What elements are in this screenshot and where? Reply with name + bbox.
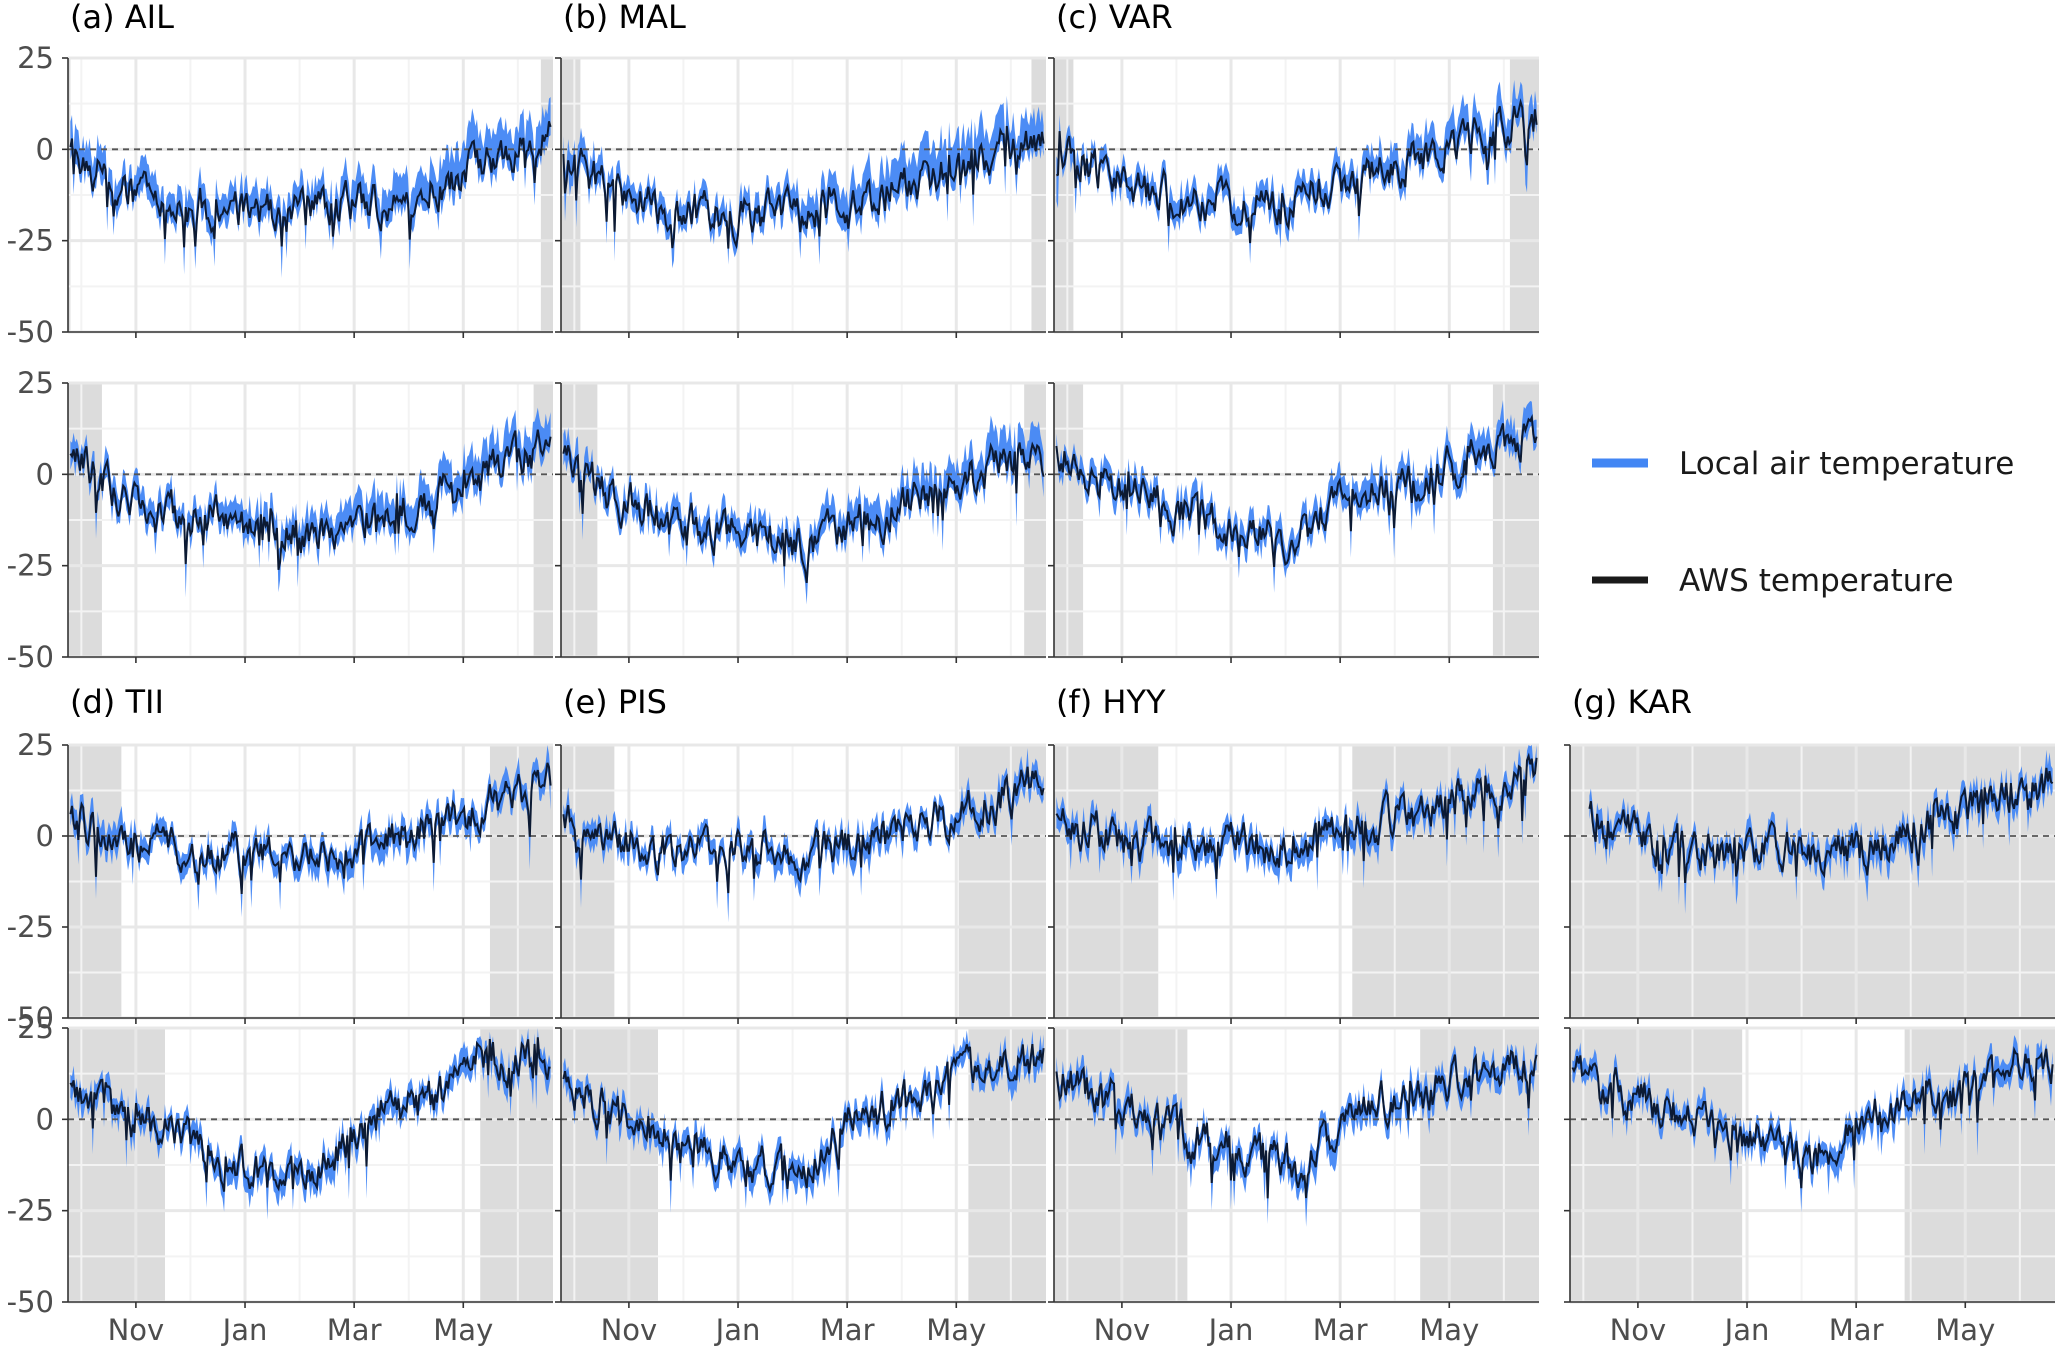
series-local-air-temperature xyxy=(1589,749,2053,914)
y-tick-label: 25 xyxy=(17,1011,54,1045)
series-aws-temperature xyxy=(562,441,1045,584)
series-aws-temperature xyxy=(1571,1046,2054,1189)
y-tick-label: 0 xyxy=(36,819,54,853)
y-tick-label: -25 xyxy=(7,910,54,944)
x-tick-label: Mar xyxy=(1829,1313,1884,1347)
series-aws-temperature xyxy=(69,762,552,894)
x-tick-label: Mar xyxy=(327,1313,382,1347)
subplot-top xyxy=(1564,743,2055,1024)
y-tick-label: -50 xyxy=(7,1285,54,1319)
subplot-bottom: Nov Jan Mar May xyxy=(1564,1026,2055,1347)
x-tick-label: Jan xyxy=(221,1313,268,1347)
series-local-air-temperature xyxy=(1056,79,1537,264)
series-aws-temperature xyxy=(562,1043,1045,1195)
y-tick-label: 0 xyxy=(36,132,54,166)
x-tick-label: Mar xyxy=(1313,1313,1368,1347)
series-aws-temperature xyxy=(1055,414,1538,567)
y-tick-label: -25 xyxy=(7,1194,54,1228)
series-local-air-temperature xyxy=(563,95,1044,269)
panel-title: (a) AIL xyxy=(70,0,174,36)
y-tick-label: 0 xyxy=(36,457,54,491)
panel-title: (g) KAR xyxy=(1572,683,1692,721)
x-tick-label: May xyxy=(1935,1313,1995,1347)
subplot-bottom xyxy=(555,381,1046,663)
series-local-air-temperature xyxy=(1056,745,1537,901)
x-tick-label: Nov xyxy=(1094,1313,1151,1347)
y-tick-label: -50 xyxy=(7,1001,54,1035)
panel-title: (c) VAR xyxy=(1056,0,1173,36)
x-tick-label: May xyxy=(926,1313,986,1347)
x-tick-label: Nov xyxy=(108,1313,165,1347)
legend-label-aws-temperature: AWS temperature xyxy=(1679,563,1954,599)
x-tick-label: Nov xyxy=(1610,1313,1667,1347)
subplot-bottom: 25 0 -25 -50 Nov Jan Mar May xyxy=(7,1011,553,1347)
subplot-top xyxy=(555,743,1046,1024)
subplot-bottom: Nov Jan Mar May xyxy=(1048,1026,1539,1347)
y-tick-label: -50 xyxy=(7,315,54,349)
y-tick-label: -25 xyxy=(7,549,54,583)
y-tick-label: 25 xyxy=(17,366,54,400)
x-tick-label: Jan xyxy=(714,1313,761,1347)
x-tick-label: Mar xyxy=(820,1313,875,1347)
panel-title: (e) PIS xyxy=(563,683,667,721)
subplot-bottom: Nov Jan Mar May xyxy=(555,1026,1046,1347)
y-tick-label: 0 xyxy=(36,1102,54,1136)
x-tick-label: Jan xyxy=(1207,1313,1254,1347)
series-aws-temperature xyxy=(69,1037,551,1192)
series-aws-temperature xyxy=(562,125,1045,250)
subplot-top xyxy=(555,56,1046,338)
series-local-air-temperature xyxy=(563,415,1044,605)
series-local-air-temperature xyxy=(563,1030,1044,1213)
subplot-bottom xyxy=(1048,381,1539,663)
series-aws-temperature xyxy=(69,429,552,570)
x-tick-label: May xyxy=(433,1313,493,1347)
series-aws-temperature xyxy=(1588,767,2054,883)
x-tick-label: Nov xyxy=(601,1313,658,1347)
series-local-air-temperature xyxy=(1572,1035,2053,1213)
series-local-air-temperature xyxy=(70,97,551,278)
y-tick-label: 25 xyxy=(17,728,54,762)
subplot-top: 25 0 -25 -50 xyxy=(7,41,553,349)
y-tick-label: -25 xyxy=(7,224,54,258)
legend-label-local-air-temperature: Local air temperature xyxy=(1679,446,2014,482)
subplot-bottom: 25 0 -25 -50 xyxy=(7,366,553,674)
subplot-top: 25 0 -25 -50 xyxy=(7,728,553,1035)
subplot-top xyxy=(1048,743,1539,1024)
subplot-top xyxy=(1048,56,1539,338)
series-aws-temperature xyxy=(1055,752,1538,880)
panel-title: (b) MAL xyxy=(563,0,686,36)
x-tick-label: Jan xyxy=(1723,1313,1770,1347)
series-aws-temperature xyxy=(69,121,552,248)
legend: Local air temperature AWS temperature xyxy=(1592,446,2014,599)
x-tick-label: May xyxy=(1419,1313,1479,1347)
panel-title: (d) TII xyxy=(70,683,164,721)
series-aws-temperature xyxy=(1055,98,1538,244)
panel-title: (f) HYY xyxy=(1056,683,1166,721)
y-tick-label: 25 xyxy=(17,41,54,75)
series-aws-temperature xyxy=(562,766,1045,894)
series-aws-temperature xyxy=(1055,1049,1538,1199)
y-tick-label: -50 xyxy=(7,640,54,674)
